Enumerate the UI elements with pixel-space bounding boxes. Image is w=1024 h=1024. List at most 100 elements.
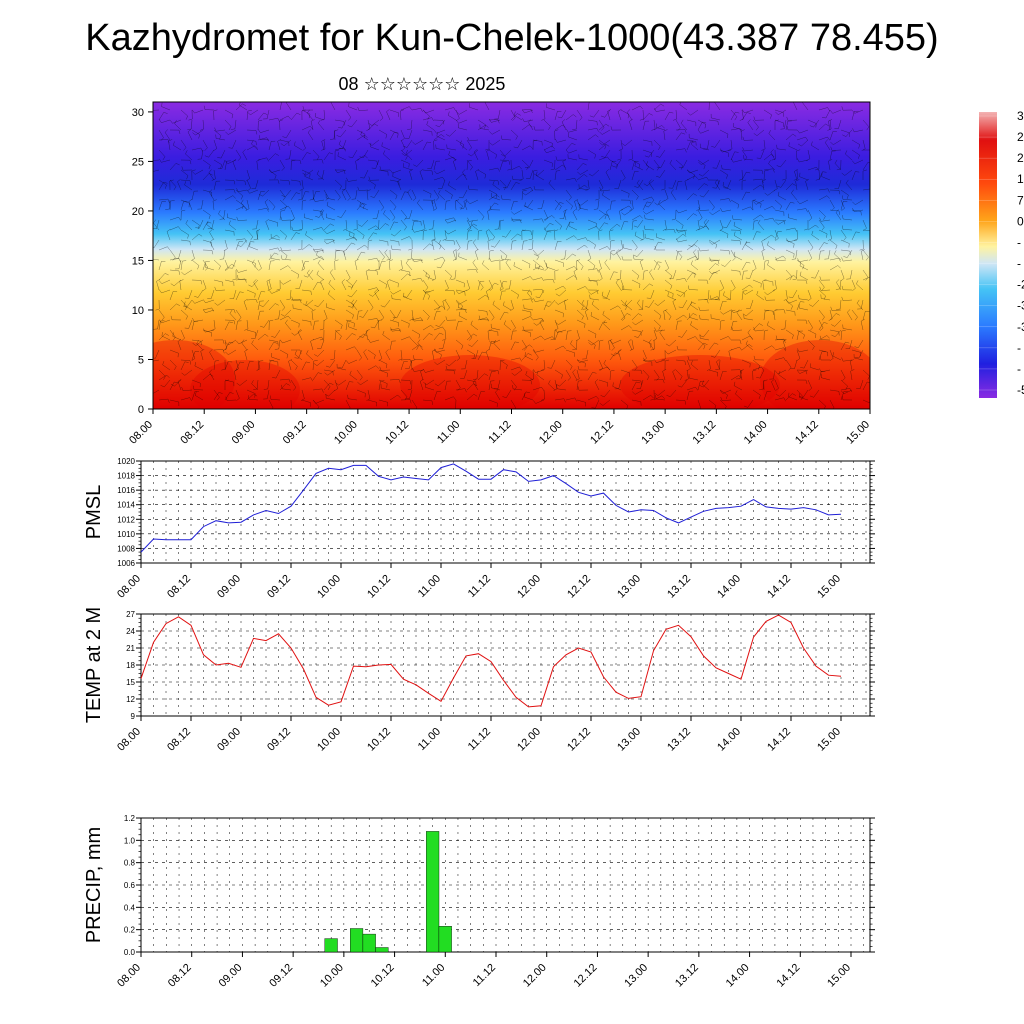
wind-barb xyxy=(543,215,552,221)
wind-barb-flag xyxy=(834,250,837,255)
wind-barb xyxy=(565,331,568,341)
wind-barb xyxy=(690,109,699,116)
wind-barb xyxy=(653,379,664,381)
warm-patch xyxy=(400,355,540,409)
wind-barb-flag xyxy=(339,336,342,340)
wind-barb-flag xyxy=(274,318,279,320)
wind-barb-flag xyxy=(753,116,756,121)
wind-barb-flag xyxy=(364,244,368,248)
wind-barb-flag xyxy=(541,277,544,282)
wind-barb-flag xyxy=(386,279,391,282)
wind-barb-flag xyxy=(759,323,763,326)
wind-barb xyxy=(403,296,413,301)
wind-barb xyxy=(433,299,440,308)
wind-barb-flag xyxy=(732,215,734,220)
wind-barb xyxy=(784,119,787,129)
wind-barb-flag xyxy=(773,309,778,312)
wind-barb-flag xyxy=(485,148,490,151)
wind-barb-flag xyxy=(791,258,796,260)
wind-barb xyxy=(323,369,333,372)
wind-barb-flag xyxy=(728,336,731,340)
wind-barb xyxy=(697,299,708,301)
wind-barb-flag xyxy=(541,368,545,371)
wind-barb xyxy=(648,149,655,158)
wind-barb xyxy=(756,129,765,136)
wind-barb xyxy=(202,173,210,181)
wind-barb-flag xyxy=(223,248,228,251)
wind-barb-flag xyxy=(755,126,759,131)
y-tick-label: 10 xyxy=(132,305,144,317)
wind-barb-flag xyxy=(687,285,690,290)
wind-barb xyxy=(807,289,812,299)
wind-barb-flag xyxy=(349,381,354,383)
wind-barb-flag xyxy=(218,210,221,215)
wind-barb-flag xyxy=(658,326,661,330)
wind-barb xyxy=(642,201,648,211)
x-tick-label: 10.00 xyxy=(318,962,346,990)
wind-barb xyxy=(228,224,237,231)
wind-barb xyxy=(543,279,554,281)
wind-barb xyxy=(745,244,754,251)
wind-barb xyxy=(818,309,825,318)
wind-barb-flag xyxy=(505,365,508,369)
wind-barb-flag xyxy=(823,405,826,409)
wind-barb xyxy=(568,136,578,141)
wind-barb xyxy=(690,324,699,331)
wind-barb xyxy=(279,249,288,256)
wind-barb xyxy=(191,233,199,241)
wind-barb xyxy=(488,371,492,381)
wind-barb xyxy=(686,269,696,274)
wind-barb xyxy=(664,229,675,231)
wind-barb-flag xyxy=(577,207,582,211)
wind-barb xyxy=(501,139,512,141)
x-tick-label: 11.00 xyxy=(416,726,443,753)
x-tick-label: 11.12 xyxy=(466,573,493,600)
wind-barb-flag xyxy=(467,153,472,157)
wind-barb xyxy=(785,249,795,254)
wind-barb-flag xyxy=(699,335,704,338)
wind-barb xyxy=(767,289,776,295)
wind-barb xyxy=(631,399,641,402)
wind-barb-flag xyxy=(459,207,464,209)
wind-barb xyxy=(773,369,776,379)
wind-barb-flag xyxy=(600,115,605,118)
colorbar-label: 3 xyxy=(1017,109,1024,123)
wind-barb-flag xyxy=(192,317,195,322)
wind-barb xyxy=(186,299,193,308)
wind-barb-flag xyxy=(577,386,580,391)
wind-barb-flag xyxy=(433,139,438,142)
wind-barb-flag xyxy=(644,270,649,272)
wind-barb xyxy=(721,399,732,401)
wind-barb-flag xyxy=(624,306,628,311)
wind-barb xyxy=(246,361,250,371)
wind-barb-flag xyxy=(682,234,687,237)
wind-barb xyxy=(669,339,677,347)
wind-barb-flag xyxy=(703,165,706,170)
wind-barb-flag xyxy=(842,134,847,137)
wind-barb-flag xyxy=(821,116,826,119)
wind-barb xyxy=(161,159,171,163)
wind-barb xyxy=(579,359,589,363)
wind-barb-flag xyxy=(815,178,820,181)
wind-barb xyxy=(796,169,798,180)
wind-barb xyxy=(609,251,612,261)
wind-barb xyxy=(752,184,761,191)
wind-barb-flag xyxy=(431,239,436,242)
wind-barb xyxy=(205,299,215,304)
wind-barb-flag xyxy=(717,260,720,265)
wind-barb-flag xyxy=(662,228,667,231)
wind-barb xyxy=(730,249,736,259)
wind-barb-flag xyxy=(442,338,446,341)
wind-barb-flag xyxy=(264,334,269,337)
wind-barb xyxy=(620,399,629,406)
wind-barb-flag xyxy=(587,258,592,261)
wind-barb xyxy=(634,235,644,241)
x-tick-label: 11.12 xyxy=(471,962,498,989)
wind-barb xyxy=(213,139,218,149)
wind-barb xyxy=(774,347,784,351)
wind-barb-flag xyxy=(695,228,700,231)
wind-barb xyxy=(829,349,834,359)
wind-barb xyxy=(227,159,237,164)
wind-barb xyxy=(576,399,586,403)
wind-barb-flag xyxy=(722,226,727,229)
